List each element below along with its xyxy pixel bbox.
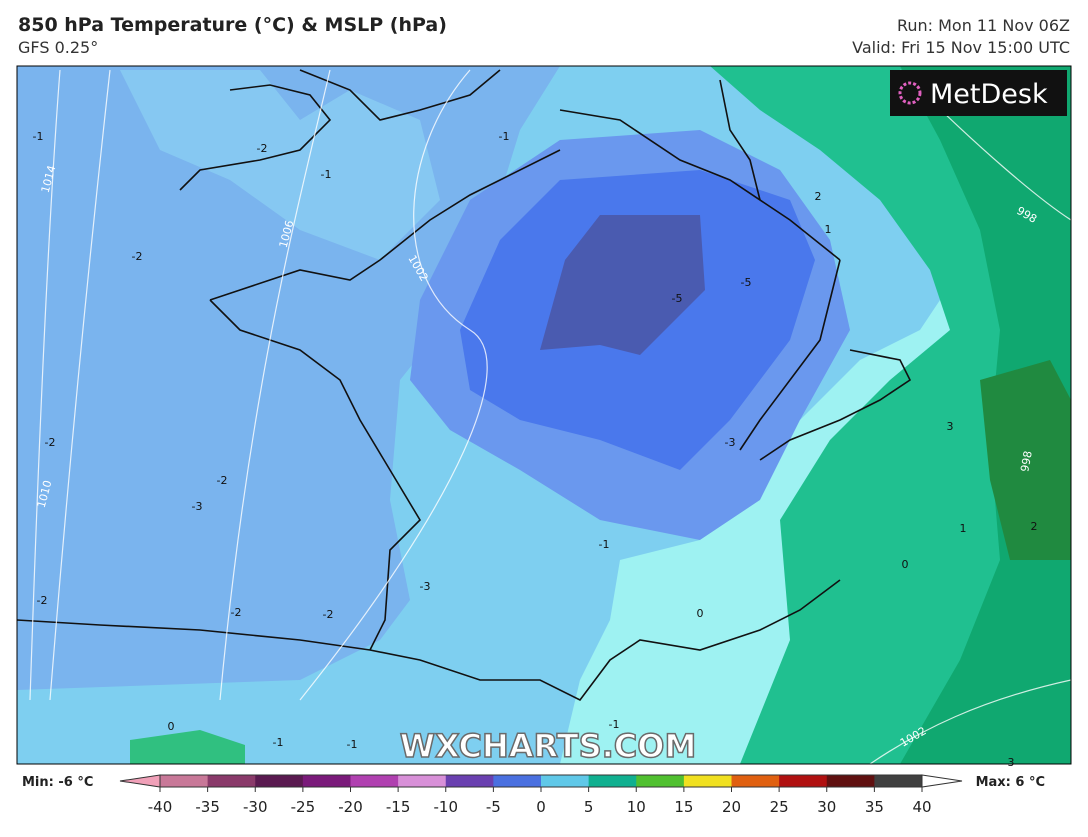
colorbar-segment	[779, 775, 828, 787]
temperature-label: -2	[217, 474, 228, 487]
colorbar-tick-label: 40	[912, 798, 931, 816]
colorbar-tick-label: 0	[536, 798, 546, 816]
colorbar-segment	[350, 775, 399, 787]
logo: MetDesk	[930, 79, 1048, 110]
colorbar-tick-label: -20	[338, 798, 363, 816]
logo-icon	[898, 81, 922, 105]
temp-region	[980, 360, 1071, 560]
temperature-label: -2	[231, 606, 242, 619]
temperature-label: 2	[815, 190, 822, 203]
colorbar-segment	[826, 775, 875, 787]
colorbar-tick-label: 20	[722, 798, 741, 816]
colorbar: -40 -35 -30 -25 -20 -15 -10 -5 0 5 10 15 20 25 30 35 40	[119, 774, 963, 816]
map	[17, 66, 1071, 764]
colorbar-tick-label: 15	[674, 798, 693, 816]
colorbar-segment	[683, 775, 732, 787]
temperature-label: -1	[499, 130, 510, 143]
valid: Valid: Fri 15 Nov 15:00 UTC	[852, 38, 1070, 57]
colorbar-end	[119, 774, 161, 788]
temperature-label: -2	[323, 608, 334, 621]
colorbar-tick-label: -40	[148, 798, 173, 816]
colorbar-tick-label: -30	[243, 798, 268, 816]
colorbar-segment	[160, 775, 209, 787]
title: 850 hPa Temperature (°C) & MSLP (hPa)	[18, 14, 447, 36]
temperature-label: -2	[37, 594, 48, 607]
colorbar-tick-label: -15	[386, 798, 411, 816]
colorbar-tick-label: -10	[434, 798, 459, 816]
colorbar-tick-label: 25	[770, 798, 789, 816]
coastlines	[17, 69, 912, 702]
colorbar-segment	[398, 775, 447, 787]
isobar-label: 998	[1018, 450, 1034, 473]
colorbar-segment	[207, 775, 256, 787]
colorbar-segment	[302, 775, 351, 787]
colorbar-tick-label: 30	[817, 798, 836, 816]
temperature-label: -1	[609, 718, 620, 731]
temp-region	[900, 66, 1071, 764]
temp-region	[710, 66, 1071, 764]
colorbar-segment	[874, 775, 923, 787]
run: Run: Mon 11 Nov 06Z	[897, 16, 1070, 35]
model: GFS 0.25°	[18, 38, 98, 57]
colorbar-segment	[588, 775, 637, 787]
temperature-label: -2	[257, 142, 268, 155]
colorbar-segment	[636, 775, 685, 787]
temperature-label: 1	[825, 223, 832, 236]
colorbar-tick-label: -5	[486, 798, 501, 816]
temperature-label: -2	[132, 250, 143, 263]
colorbar-tick-label: 35	[865, 798, 884, 816]
colorbar-end	[921, 774, 963, 788]
temperature-label: -1	[321, 168, 332, 181]
temperature-label: -5	[672, 292, 683, 305]
temperature-label: 2	[1031, 520, 1038, 533]
colorbar-min: Min: -6 °C	[22, 775, 93, 790]
colorbar-segment	[493, 775, 542, 787]
temperature-label: -1	[33, 130, 44, 143]
map-frame	[16, 65, 1072, 765]
temperature-label: -1	[273, 736, 284, 749]
temperature-label: -3	[192, 500, 203, 513]
temp-region	[17, 66, 560, 690]
temperature-label: 0	[168, 720, 175, 733]
temperature-label: -3	[725, 436, 736, 449]
temp-region	[130, 730, 245, 764]
colorbar-max: Max: 6 °C	[976, 775, 1045, 790]
temperature-label: 1	[960, 522, 967, 535]
colorbar-segment	[255, 775, 304, 787]
colorbar-tick-label: -35	[195, 798, 220, 816]
temp-region	[540, 215, 705, 355]
temperature-label: -2	[45, 436, 56, 449]
colorbar-segment	[541, 775, 590, 787]
temperature-label: -5	[741, 276, 752, 289]
temperature-label: -3	[420, 580, 431, 593]
colorbar-tick-label: 5	[584, 798, 594, 816]
temperature-label: 3	[1008, 756, 1015, 769]
temperature-label: 0	[697, 607, 704, 620]
temperature-label: -1	[347, 738, 358, 751]
temperature-label: 0	[902, 558, 909, 571]
temp-region	[120, 70, 440, 260]
colorbar-tick-label: 10	[627, 798, 646, 816]
watermark: WXCHARTS.COM	[400, 727, 697, 765]
colorbar-segment	[731, 775, 780, 787]
temperature-label: -1	[599, 538, 610, 551]
temperature-label: 3	[947, 420, 954, 433]
colorbar-segment	[445, 775, 494, 787]
colorbar-tick-label: -25	[291, 798, 316, 816]
